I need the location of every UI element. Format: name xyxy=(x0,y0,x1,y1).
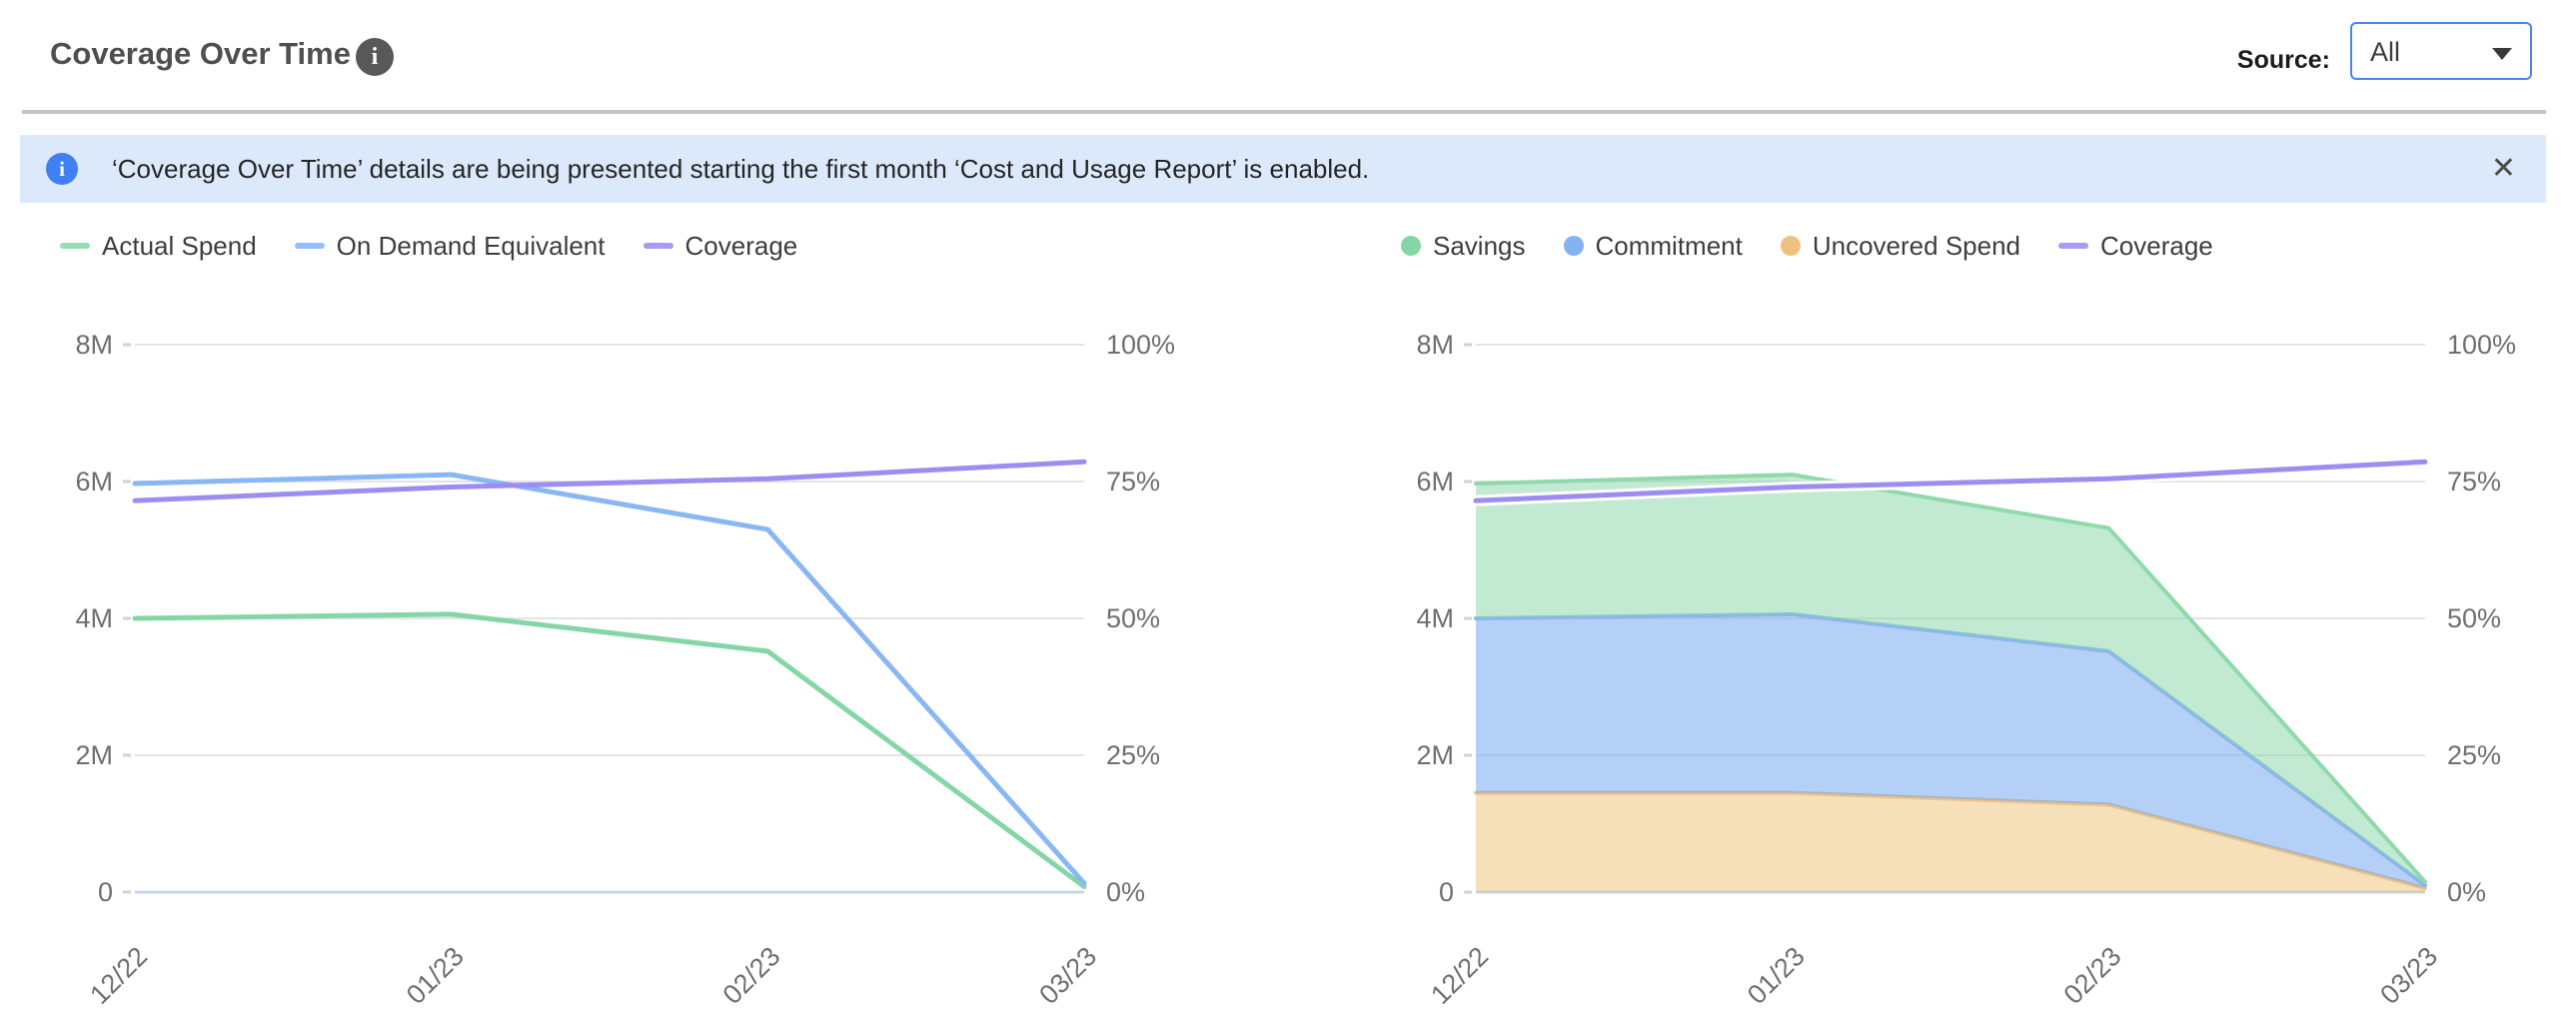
svg-text:4M: 4M xyxy=(1416,603,1454,633)
legend-marker-icon xyxy=(643,243,673,249)
line-chart-legend: Actual Spend On Demand Equivalent Coverage xyxy=(60,226,1199,266)
svg-text:6M: 6M xyxy=(1416,467,1454,497)
legend-item-uncovered-spend[interactable]: Uncovered Spend xyxy=(1780,230,2020,262)
header-divider xyxy=(22,110,2546,114)
header: Coverage Over Time i Source: All xyxy=(0,0,2576,110)
legend-label: Commitment xyxy=(1595,230,1743,261)
area-chart-block: Savings Commitment Uncovered Spend Coverage… xyxy=(1381,226,2540,1015)
svg-text:75%: 75% xyxy=(2447,467,2501,497)
svg-text:01/23: 01/23 xyxy=(401,941,470,1010)
legend-item-savings[interactable]: Savings xyxy=(1401,231,1526,262)
svg-text:12/22: 12/22 xyxy=(84,941,153,1010)
svg-text:0: 0 xyxy=(1439,877,1454,907)
svg-text:01/23: 01/23 xyxy=(1742,941,1811,1010)
svg-text:50%: 50% xyxy=(2447,603,2501,633)
chevron-down-icon xyxy=(2492,48,2512,60)
legend-marker-icon xyxy=(1401,236,1421,256)
coverage-area-chart: 0 0% 2M 25% 4M 50% 6M 75% 8M 100% 12/22 01/23 02/23 0… xyxy=(1416,330,2516,1010)
legend-item-coverage[interactable]: Coverage xyxy=(2058,231,2213,262)
coverage-line-chart: 0 0% 2M 25% 4M 50% 6M 75% 8M 100% 12/22 01/23 02/23 0… xyxy=(75,330,1175,1010)
svg-text:8M: 8M xyxy=(75,330,113,360)
svg-text:12/22: 12/22 xyxy=(1425,941,1494,1010)
svg-text:03/23: 03/23 xyxy=(2374,941,2443,1010)
legend-marker-icon xyxy=(60,243,90,249)
legend-item-commitment[interactable]: Commitment xyxy=(1563,230,1743,262)
svg-text:0%: 0% xyxy=(2447,877,2486,907)
svg-text:0: 0 xyxy=(98,877,113,907)
svg-text:8M: 8M xyxy=(1416,330,1454,360)
legend-marker-icon xyxy=(2058,243,2088,249)
legend-label: On Demand Equivalent xyxy=(336,230,606,261)
legend-label: Coverage xyxy=(2100,230,2213,261)
legend-marker-icon xyxy=(294,243,325,249)
legend-label: Uncovered Spend xyxy=(1812,230,2020,261)
close-icon[interactable]: ✕ xyxy=(2490,152,2516,185)
source-dropdown-value: All xyxy=(2370,37,2401,67)
svg-text:03/23: 03/23 xyxy=(1033,941,1102,1010)
svg-text:02/23: 02/23 xyxy=(717,941,786,1010)
svg-text:6M: 6M xyxy=(75,467,113,497)
source-label: Source: xyxy=(2236,46,2330,74)
legend-label: Actual Spend xyxy=(102,230,257,261)
legend-label: Savings xyxy=(1433,230,1526,261)
legend-marker-icon xyxy=(1780,236,1801,256)
svg-text:75%: 75% xyxy=(1106,467,1160,497)
legend-item-actual-spend[interactable]: Actual Spend xyxy=(60,231,257,262)
svg-text:25%: 25% xyxy=(2447,740,2501,770)
svg-text:4M: 4M xyxy=(75,603,113,633)
banner-text: ‘Coverage Over Time’ details are being p… xyxy=(112,154,1370,184)
page-title: Coverage Over Time xyxy=(50,36,351,71)
legend-marker-icon xyxy=(1563,236,1584,256)
legend-label: Coverage xyxy=(684,230,798,261)
legend-item-coverage[interactable]: Coverage xyxy=(643,230,798,262)
line-chart-block: Actual Spend On Demand Equivalent Coverage… xyxy=(40,226,1199,1015)
svg-text:50%: 50% xyxy=(1106,603,1160,633)
svg-text:2M: 2M xyxy=(1416,740,1454,770)
source-dropdown[interactable]: All xyxy=(2350,22,2532,80)
info-icon[interactable]: i xyxy=(356,38,394,76)
area-chart-legend: Savings Commitment Uncovered Spend Coverage xyxy=(1401,226,2540,266)
svg-text:02/23: 02/23 xyxy=(2058,941,2127,1010)
svg-text:0%: 0% xyxy=(1106,877,1145,907)
banner-info-icon: i xyxy=(46,153,78,185)
svg-text:25%: 25% xyxy=(1106,740,1160,770)
svg-text:100%: 100% xyxy=(1106,330,1175,360)
svg-text:100%: 100% xyxy=(2447,330,2516,360)
legend-item-on-demand-equivalent[interactable]: On Demand Equivalent xyxy=(294,230,606,262)
info-banner: i ‘Coverage Over Time’ details are being… xyxy=(20,135,2546,203)
svg-text:2M: 2M xyxy=(75,740,113,770)
